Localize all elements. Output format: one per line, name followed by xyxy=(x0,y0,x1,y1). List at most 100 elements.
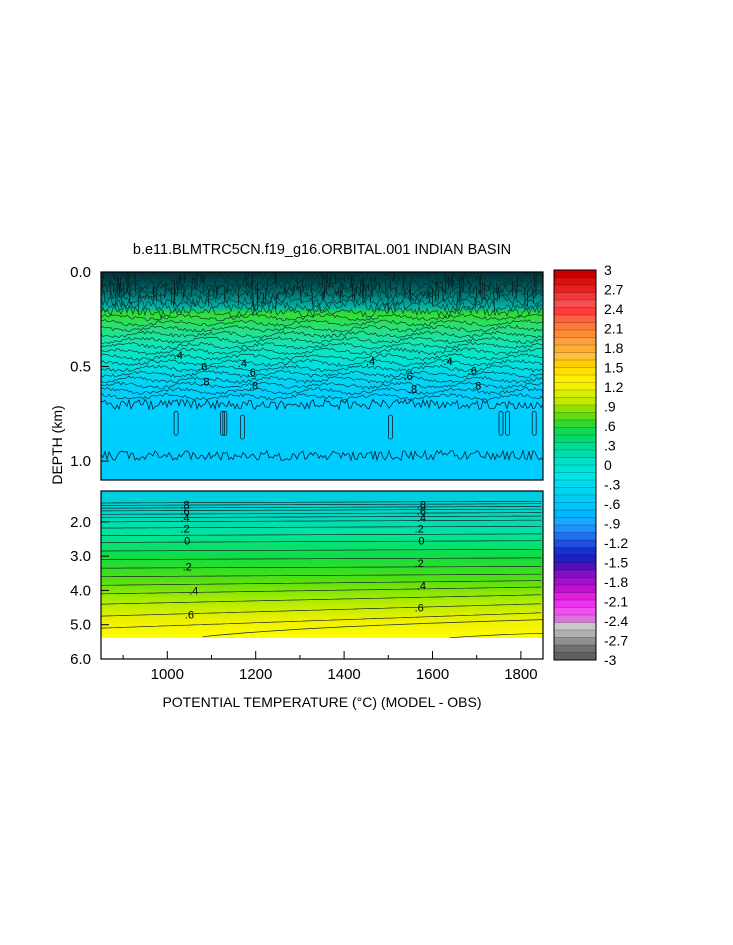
upper-surface-stroke xyxy=(487,285,490,290)
lower-contour-line xyxy=(101,540,541,543)
upper-surface-stroke xyxy=(447,276,450,289)
upper-contour-line xyxy=(100,313,544,322)
upper-surface-stroke xyxy=(139,286,142,292)
colorbar-swatch xyxy=(554,547,596,556)
colorbar-swatch xyxy=(554,435,596,443)
upper-surface-stroke xyxy=(444,274,447,296)
lower-contour-line xyxy=(101,548,541,552)
x-tick-label: 1200 xyxy=(239,666,272,683)
lower-contour-line xyxy=(101,566,542,569)
y-axis-label: DEPTH (km) xyxy=(49,405,65,484)
upper-contour-line xyxy=(100,304,544,320)
y-axis-upper: 0.0 0.5 1.0 xyxy=(70,264,109,470)
lower-contour-label: .6 xyxy=(185,609,194,621)
colorbar-swatch xyxy=(554,472,596,481)
upper-contour-line xyxy=(100,381,544,390)
upper-surface-stroke xyxy=(325,276,327,284)
lower-contour-line xyxy=(101,515,542,519)
upper-surface-stroke xyxy=(514,288,516,294)
lower-panel: .8.6.4.20.2.4.6.8.6.4.20.2.4.6 xyxy=(100,490,544,660)
colorbar-swatch xyxy=(554,285,596,293)
upper-surface-stroke xyxy=(367,283,370,292)
upper-contour-label: .6 xyxy=(247,367,256,379)
upper-contour-label: .4 xyxy=(174,350,183,362)
colorbar-swatch xyxy=(554,630,596,638)
lower-contour-line xyxy=(100,603,542,617)
upper-surface-stroke xyxy=(479,277,482,294)
upper-surface-stroke xyxy=(395,286,397,296)
upper-contour-line xyxy=(100,375,544,384)
upper-surface-stroke xyxy=(434,281,437,287)
colorbar-swatch xyxy=(554,465,596,473)
upper-surface-stroke xyxy=(201,272,203,284)
upper-surface-stroke xyxy=(428,293,431,303)
upper-panel: .6.8.4.4.6.8.4.6.8.4.6.8 xyxy=(100,271,544,481)
upper-surface-stroke xyxy=(475,286,478,309)
y-lower-tick-label: 6.0 xyxy=(70,651,91,668)
colorbar-label: 3 xyxy=(604,262,612,278)
upper-surface-stroke xyxy=(334,291,337,296)
upper-surface-stroke xyxy=(113,275,116,281)
upper-surface-stroke xyxy=(451,274,454,286)
upper-surface-stroke xyxy=(475,275,478,281)
x-axis-label: POTENTIAL TEMPERATURE (°C) (MODEL - OBS) xyxy=(162,694,481,710)
upper-eddy-contour xyxy=(239,414,245,440)
colorbar-swatch xyxy=(554,352,596,361)
upper-surface-stroke xyxy=(533,273,536,284)
colorbar-label: 1.5 xyxy=(604,360,624,376)
lower-contour-line xyxy=(101,500,541,504)
upper-surface-stroke xyxy=(442,284,444,302)
upper-surface-stroke xyxy=(311,291,314,312)
upper-surface-stroke xyxy=(341,290,343,298)
upper-surface-stroke xyxy=(120,282,122,305)
colorbar: 3 2.7 2.4 2.1 1.8 1.5 1.2 .9 .6 .3 0 -.3 -.6 -.9 -1.2 -… xyxy=(553,262,628,668)
upper-surface-stroke xyxy=(343,276,345,282)
upper-surface-stroke xyxy=(129,282,131,303)
x-tick-label: 1400 xyxy=(327,666,360,683)
upper-surface-stroke xyxy=(389,278,391,292)
y-lower-tick-label: 4.0 xyxy=(70,582,91,599)
colorbar-label: 1.2 xyxy=(604,379,624,395)
lower-contour-labels: .8.6.4.20.2.4.6.8.6.4.20.2.4.6 xyxy=(180,500,426,622)
colorbar-swatch xyxy=(554,315,596,323)
upper-contour-line xyxy=(100,364,544,373)
colorbar-swatch xyxy=(554,397,596,406)
colorbar-swatch xyxy=(554,532,596,541)
colorbar-swatch xyxy=(554,525,596,533)
upper-surface-stroke xyxy=(339,281,342,303)
upper-surface-stroke xyxy=(531,289,534,296)
upper-eddy-contour xyxy=(222,410,228,436)
colorbar-swatch xyxy=(554,517,596,526)
x-tick-label: 1600 xyxy=(416,666,449,683)
upper-surface-stroke xyxy=(355,286,358,297)
lower-contour-line xyxy=(101,506,542,509)
lower-deep-contour xyxy=(202,619,544,638)
colorbar-swatch xyxy=(554,345,596,353)
colorbar-swatch xyxy=(554,450,596,458)
upper-surface-stroke xyxy=(264,287,267,304)
colorbar-swatch xyxy=(554,277,596,286)
upper-surface-stroke xyxy=(160,292,162,305)
upper-surface-stroke xyxy=(284,285,287,297)
upper-surface-stroke xyxy=(155,288,158,302)
lower-contour-line xyxy=(101,512,541,515)
upper-surface-stroke xyxy=(437,277,439,289)
upper-surface-stroke xyxy=(370,276,373,297)
upper-contour-label: .8 xyxy=(249,381,258,393)
upper-surface-stroke xyxy=(299,287,302,304)
upper-contour-line xyxy=(100,324,544,333)
upper-contour-lines xyxy=(100,271,544,462)
lower-contour-label: .4 xyxy=(417,580,426,592)
colorbar-label: -1.2 xyxy=(604,535,628,551)
upper-surface-stroke xyxy=(190,277,194,296)
upper-surface-stroke xyxy=(208,288,210,307)
upper-surface-stroke xyxy=(173,285,176,305)
upper-eddy-contour xyxy=(531,410,537,436)
lower-contour-label: .4 xyxy=(417,512,426,524)
colorbar-swatch xyxy=(554,615,596,623)
upper-surface-stroke xyxy=(237,285,240,307)
lower-contour-line xyxy=(100,519,541,523)
upper-surface-stroke xyxy=(402,275,405,296)
colorbar-frame xyxy=(553,269,597,661)
upper-surface-stroke xyxy=(456,293,459,307)
